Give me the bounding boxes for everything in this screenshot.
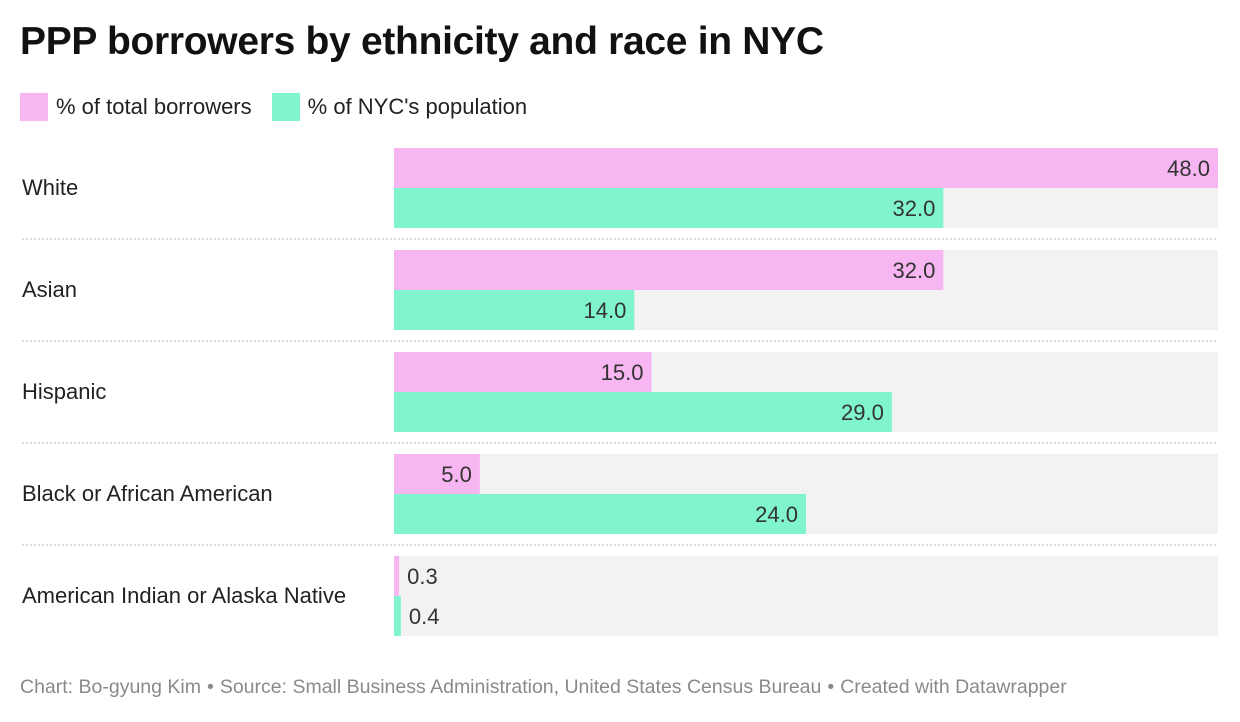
bar-track [394,556,1218,596]
bar-value-label: 29.0 [841,400,884,425]
bar-track [394,454,1218,494]
bar-value-label: 24.0 [755,502,798,527]
category-label: Asian [22,277,77,302]
category-label: White [22,175,78,200]
footer-source: Source: Small Business Administration, U… [220,676,822,698]
footer-credit: Chart: Bo-gyung Kim [20,676,201,698]
bar [394,250,943,290]
bar-value-label: 5.0 [441,462,472,487]
bar-value-label: 15.0 [601,360,644,385]
bar [394,148,1218,188]
bar-value-label: 48.0 [1167,156,1210,181]
category-label: Black or African American [22,481,273,506]
bar-value-label: 0.3 [407,564,438,589]
bar-track [394,596,1218,636]
bar [394,392,892,432]
category-label: Hispanic [22,379,106,404]
chart-footer: Chart: Bo-gyung Kim • Source: Small Busine… [20,676,1067,699]
footer-separator: • [827,676,834,698]
bar-value-label: 32.0 [893,196,936,221]
category-label: American Indian or Alaska Native [22,583,346,608]
bar-value-label: 32.0 [893,258,936,283]
bar [394,596,401,636]
bar [394,188,943,228]
bar [394,494,806,534]
footer-created: Created with Datawrapper [840,676,1067,698]
bar-value-label: 0.4 [409,604,440,629]
footer-separator: • [207,676,214,698]
bar-value-label: 14.0 [584,298,627,323]
bar [394,556,399,596]
